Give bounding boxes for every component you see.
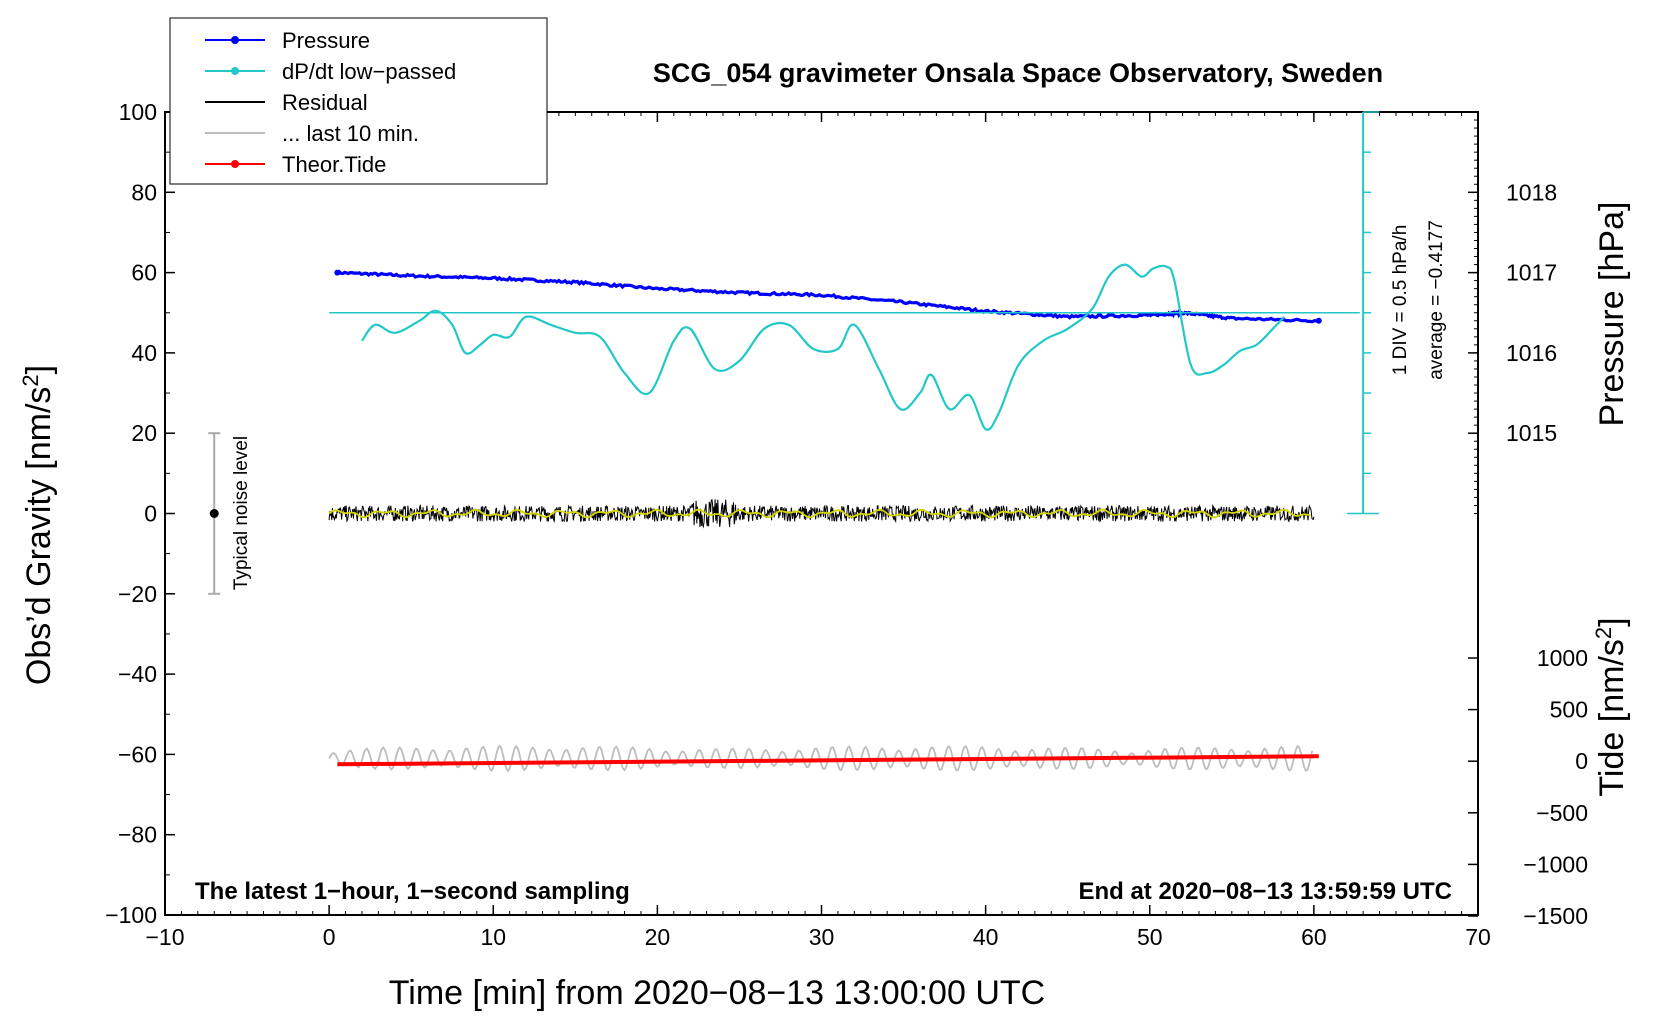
noise-center-point	[209, 509, 219, 518]
y-axis-label-sup: 2	[18, 374, 43, 386]
tide-tick-label: −1000	[1523, 851, 1588, 877]
y-tick-label: −100	[105, 902, 157, 928]
tide-axis-label-main: Tide [nm/s	[1593, 639, 1631, 796]
legend-label-0: Pressure	[282, 28, 370, 53]
legend-marker-0	[231, 36, 239, 44]
average-label: average = −0.4177	[1426, 220, 1447, 380]
noise-indicator	[208, 432, 221, 595]
legend-label-1: dP/dt low−passed	[282, 59, 456, 84]
chart-title: SCG_054 gravimeter Onsala Space Observat…	[653, 58, 1383, 88]
pressure-tick-label: 1017	[1506, 260, 1557, 286]
residual-smoothed-line	[328, 508, 1311, 519]
scale-bar-label: 1 DIV = 0.5 hPa/h	[1390, 225, 1411, 376]
tide-tick-label: −1500	[1523, 903, 1588, 929]
tide-tick-labels: −1500 −1000 −500 0 500 1000	[1523, 645, 1588, 929]
tide-axis-label-sup: 2	[1591, 627, 1616, 639]
tide-tick-label: 500	[1550, 697, 1588, 723]
y-tick-label: 20	[131, 420, 157, 446]
tide-axis-label: Tide [nm/s2]	[1591, 617, 1631, 796]
theor-tide-line	[337, 754, 1319, 767]
x-tick-label: 10	[480, 924, 506, 950]
legend: Pressure dP/dt low−passed Residual ... last…	[169, 17, 548, 185]
dpdt-line	[361, 263, 1286, 431]
y-tick-labels: −100 −80 −60 −40 −20 0 20 40 60 80 100	[105, 99, 157, 928]
pressure-tick-label: 1015	[1506, 420, 1557, 446]
y-tick-label: −40	[118, 661, 157, 687]
legend-label-3: ... last 10 min.	[282, 121, 419, 146]
scale-bar	[1347, 111, 1380, 515]
pressure-tick-labels: 1015 1016 1017 1018	[1506, 179, 1557, 446]
tide-tick-label: 0	[1575, 748, 1588, 774]
y-tick-label: −60	[118, 741, 157, 767]
pressure-tick-label: 1016	[1506, 340, 1557, 366]
pressure-start-point	[334, 269, 341, 276]
y-tick-label: 0	[144, 501, 157, 527]
y-tick-label: −20	[118, 581, 157, 607]
annotation-bottom-right: End at 2020−08−13 13:59:59 UTC	[1078, 878, 1452, 905]
y-tick-label: 100	[119, 99, 157, 125]
legend-marker-4	[231, 160, 239, 168]
x-tick-label: 70	[1465, 924, 1491, 950]
series-layer	[328, 263, 1322, 773]
tide-axis-label-close: ]	[1593, 617, 1631, 626]
x-tick-label: −10	[145, 924, 184, 950]
y-tick-label: 40	[131, 340, 157, 366]
tide-tick-label: −500	[1536, 800, 1588, 826]
x-tick-label: 40	[973, 924, 999, 950]
x-axis-label: Time [min] from 2020−08−13 13:00:00 UTC	[389, 974, 1045, 1012]
y-tick-label: 60	[131, 260, 157, 286]
noise-indicator-label: Typical noise level	[231, 436, 252, 590]
x-tick-label: 20	[645, 924, 671, 950]
pressure-axis-label: Pressure [hPa]	[1593, 202, 1631, 427]
x-tick-label: 0	[323, 924, 336, 950]
tide-tick-label: 1000	[1537, 645, 1588, 671]
pressure-end-point	[1315, 317, 1322, 324]
y-tick-label: −80	[118, 822, 157, 848]
y-axis-label-main: Obs’d Gravity [nm/s	[20, 387, 58, 686]
y-axis-label-close: ]	[20, 365, 58, 374]
y-axis-label: Obs’d Gravity [nm/s2]	[18, 365, 58, 685]
y-tick-label: 80	[131, 179, 157, 205]
pressure-line	[336, 269, 1317, 324]
annotation-bottom-left: The latest 1−hour, 1−second sampling	[195, 878, 630, 905]
x-tick-label: 30	[809, 924, 835, 950]
x-tick-labels: −10 0 10 20 30 40 50 60 70	[145, 924, 1490, 950]
x-tick-label: 50	[1137, 924, 1163, 950]
legend-label-2: Residual	[282, 90, 368, 115]
legend-marker-1	[231, 67, 239, 75]
x-tick-label: 60	[1301, 924, 1327, 950]
pressure-tick-label: 1018	[1506, 179, 1557, 205]
legend-label-4: Theor.Tide	[282, 152, 386, 177]
